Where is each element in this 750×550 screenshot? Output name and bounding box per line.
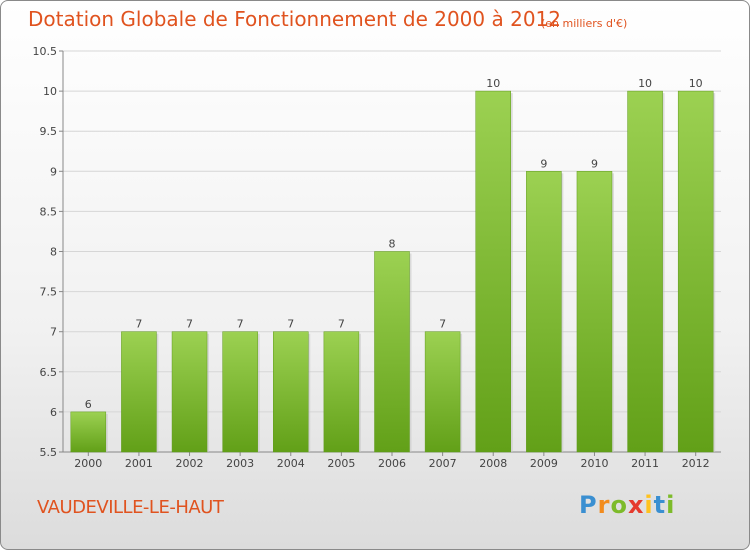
x-tick-label: 2003 bbox=[226, 457, 254, 470]
x-tick-label: 2002 bbox=[176, 457, 204, 470]
x-tick-label: 2004 bbox=[277, 457, 305, 470]
bar bbox=[273, 331, 309, 453]
data-label: 10 bbox=[638, 77, 652, 90]
y-tick-label: 8 bbox=[50, 246, 57, 259]
bar bbox=[121, 331, 157, 453]
logo-letter: i bbox=[666, 491, 676, 519]
data-label: 7 bbox=[135, 318, 142, 331]
y-tick-label: 6 bbox=[50, 406, 57, 419]
bar bbox=[677, 90, 714, 453]
y-tick-label: 7 bbox=[50, 326, 57, 339]
y-tick-label: 10.5 bbox=[33, 45, 58, 58]
logo-letter: o bbox=[610, 491, 628, 519]
data-label: 7 bbox=[287, 318, 294, 331]
data-label: 10 bbox=[689, 77, 703, 90]
chart-title: Dotation Globale de Fonctionnement de 20… bbox=[28, 7, 561, 31]
data-label: 7 bbox=[186, 318, 193, 331]
bar bbox=[70, 411, 107, 453]
bar bbox=[374, 251, 410, 453]
x-tick-label: 2005 bbox=[327, 457, 355, 470]
data-label: 6 bbox=[85, 398, 92, 411]
data-label: 10 bbox=[486, 77, 500, 90]
bar bbox=[627, 90, 663, 453]
y-tick-label: 6.5 bbox=[40, 366, 58, 379]
bar bbox=[171, 331, 208, 453]
bar bbox=[526, 171, 562, 453]
data-label: 8 bbox=[389, 238, 396, 251]
x-tick-label: 2011 bbox=[631, 457, 659, 470]
y-tick-label: 8.5 bbox=[40, 205, 58, 218]
chart-subtitle: (en milliers d'€) bbox=[541, 17, 628, 30]
y-tick-label: 9 bbox=[50, 165, 57, 178]
x-tick-label: 2007 bbox=[429, 457, 457, 470]
logo-letter: x bbox=[627, 491, 645, 519]
data-label: 7 bbox=[439, 318, 446, 331]
x-tick-label: 2000 bbox=[74, 457, 102, 470]
x-tick-label: 2009 bbox=[530, 457, 558, 470]
logo-letter: i bbox=[644, 491, 654, 519]
data-label: 7 bbox=[338, 318, 345, 331]
x-tick-label: 2008 bbox=[479, 457, 507, 470]
y-tick-label: 5.5 bbox=[40, 446, 58, 459]
y-tick-label: 10 bbox=[43, 85, 57, 98]
logo-letter: P bbox=[579, 491, 598, 519]
logo-letter: t bbox=[653, 491, 667, 519]
proxiti-logo[interactable]: Proxiti bbox=[579, 491, 675, 519]
logo-letter: r bbox=[597, 491, 611, 519]
bar bbox=[323, 331, 360, 453]
bar bbox=[475, 90, 511, 453]
bar bbox=[222, 331, 258, 453]
data-label: 7 bbox=[237, 318, 244, 331]
commune-name: VAUDEVILLE-LE-HAUT bbox=[37, 497, 224, 518]
x-tick-label: 2012 bbox=[682, 457, 710, 470]
y-tick-label: 9.5 bbox=[40, 125, 58, 138]
data-label: 9 bbox=[540, 157, 547, 170]
y-tick-label: 7.5 bbox=[40, 286, 58, 299]
bar bbox=[576, 171, 613, 453]
x-tick-label: 2001 bbox=[125, 457, 153, 470]
x-tick-label: 2010 bbox=[580, 457, 608, 470]
x-tick-label: 2006 bbox=[378, 457, 406, 470]
data-label: 9 bbox=[591, 157, 598, 170]
bar bbox=[424, 331, 461, 453]
